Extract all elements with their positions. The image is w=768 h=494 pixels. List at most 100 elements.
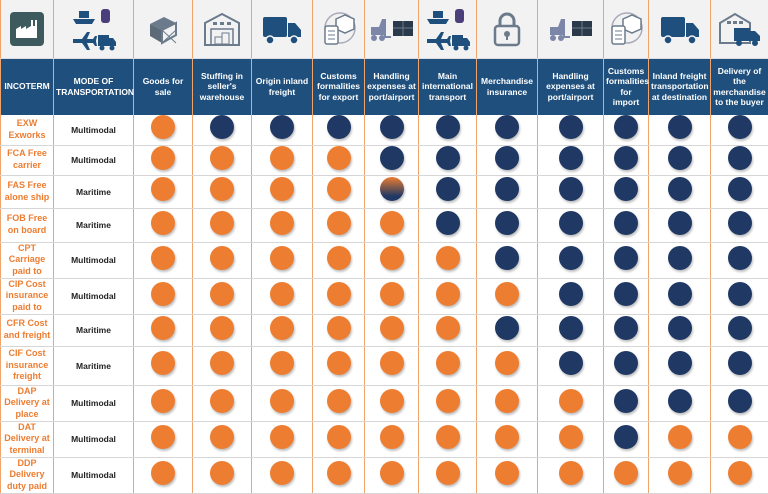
mode-cell: Maritime [54,208,134,242]
buyer-dot [614,389,638,413]
responsibility-cell [538,457,604,493]
responsibility-cell [538,314,604,346]
icon-cell [365,0,419,58]
buyer-dot [436,177,460,201]
seller-dot [270,211,294,235]
responsibility-cell [604,346,649,385]
responsibility-cell [419,208,477,242]
mode-cell: Maritime [54,175,134,208]
seller-dot [151,177,175,201]
responsibility-cell [134,242,193,278]
seller-dot [210,211,234,235]
icon-cell [54,0,134,58]
responsibility-cell [649,457,711,493]
responsibility-cell [134,457,193,493]
customs-clipboard-icon [604,11,648,47]
seller-dot [151,316,175,340]
mode-cell: Maritime [54,314,134,346]
icon-cell [313,0,365,58]
buyer-dot [728,351,752,375]
icon-cell [193,0,252,58]
buyer-dot [270,115,294,139]
responsibility-cell [252,175,313,208]
responsibility-cell [134,145,193,175]
responsibility-cell [477,145,538,175]
responsibility-cell [711,457,768,493]
seller-dot [270,177,294,201]
buyer-dot [380,146,404,170]
mode-cell: Multimodal [54,145,134,175]
box-icon [134,12,192,46]
incoterm-cell: CIP Cost insurance paid to [1,278,54,314]
responsibility-cell [538,346,604,385]
responsibility-cell [419,346,477,385]
seller-dot [559,425,583,449]
responsibility-cell [711,278,768,314]
seller-dot [270,282,294,306]
buyer-dot [495,115,519,139]
responsibility-cell [252,278,313,314]
buyer-dot [668,211,692,235]
icon-cell [477,0,538,58]
icon-cell [649,0,711,58]
responsibility-cell [134,421,193,457]
seller-dot [495,351,519,375]
seller-dot [380,211,404,235]
buyer-dot [210,115,234,139]
responsibility-cell [252,457,313,493]
responsibility-cell [252,145,313,175]
seller-dot [728,425,752,449]
column-header: Handling expenses at port/airport [365,58,419,115]
buyer-dot [728,316,752,340]
responsibility-cell [649,175,711,208]
responsibility-cell [365,314,419,346]
responsibility-cell [134,278,193,314]
responsibility-cell [477,421,538,457]
seller-dot [151,115,175,139]
responsibility-cell [365,457,419,493]
responsibility-cell [193,346,252,385]
responsibility-cell [477,457,538,493]
buyer-dot [728,146,752,170]
responsibility-cell [365,175,419,208]
responsibility-cell [313,421,365,457]
seller-dot [495,389,519,413]
responsibility-cell [419,175,477,208]
icon-cell [711,0,768,58]
seller-dot [210,389,234,413]
seller-dot [270,316,294,340]
responsibility-cell [477,208,538,242]
seller-dot [151,389,175,413]
responsibility-cell [477,346,538,385]
buyer-dot [436,211,460,235]
seller-dot [327,211,351,235]
seller-dot [327,389,351,413]
incoterm-cell: CIF Cost insurance freight [1,346,54,385]
responsibility-cell [313,346,365,385]
responsibility-cell [538,385,604,421]
seller-dot [210,146,234,170]
warehouse-truck-icon [711,11,768,47]
incoterm-cell: DAT Delivery at terminal [1,421,54,457]
responsibility-cell [313,208,365,242]
column-header: Main international transport [419,58,477,115]
responsibility-cell [649,115,711,145]
seller-dot [151,246,175,270]
responsibility-cell [365,208,419,242]
responsibility-cell [134,175,193,208]
incoterm-cell: CFR Cost and freight [1,314,54,346]
column-header: Handling expenses at port/airport [538,58,604,115]
responsibility-cell [711,421,768,457]
buyer-dot [614,146,638,170]
responsibility-cell [193,242,252,278]
buyer-dot [559,211,583,235]
buyer-dot [614,177,638,201]
seller-dot [380,351,404,375]
column-header: Customs formalities for import [604,58,649,115]
